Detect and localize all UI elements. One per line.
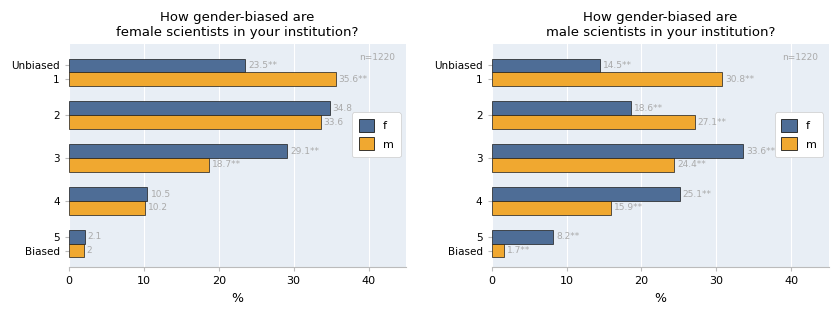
Text: 18.6**: 18.6** [634,104,663,113]
Bar [491,58,601,72]
Text: 10.5: 10.5 [150,190,171,198]
Bar [69,101,329,115]
Text: n=1220: n=1220 [782,53,817,62]
Title: How gender-biased are
male scientists in your institution?: How gender-biased are male scientists in… [545,11,775,39]
Bar [69,187,148,201]
X-axis label: %: % [232,292,244,305]
Text: 35.6**: 35.6** [339,75,368,84]
Text: 33.6: 33.6 [323,118,344,126]
Bar [491,144,743,158]
Text: 2: 2 [87,246,92,255]
Bar [491,115,695,129]
Text: 15.9**: 15.9** [614,203,643,212]
Bar [69,230,85,244]
Bar [69,244,84,258]
Bar [491,244,504,258]
Text: 8.2**: 8.2** [556,232,580,241]
Bar [69,58,245,72]
Bar [491,230,553,244]
Text: 34.8: 34.8 [333,104,353,113]
Bar [491,158,675,172]
Text: 24.4**: 24.4** [677,161,706,169]
Text: 33.6**: 33.6** [747,147,775,156]
Bar [69,72,336,86]
Text: 1.7**: 1.7** [507,246,531,255]
Text: 29.1**: 29.1** [290,147,319,156]
Text: 18.7**: 18.7** [212,161,241,169]
Bar [69,144,287,158]
Bar [69,115,321,129]
Text: 14.5**: 14.5** [603,61,633,70]
Text: 10.2: 10.2 [148,203,168,212]
Bar [491,72,722,86]
X-axis label: %: % [654,292,666,305]
Text: 25.1**: 25.1** [683,190,711,198]
Legend: f, m: f, m [774,112,823,157]
Bar [491,201,611,215]
Bar [69,158,209,172]
Title: How gender-biased are
female scientists in your institution?: How gender-biased are female scientists … [116,11,359,39]
Text: 30.8**: 30.8** [726,75,754,84]
Bar [69,201,145,215]
Text: 23.5**: 23.5** [248,61,277,70]
Bar [491,101,631,115]
Legend: f, m: f, m [352,112,401,157]
Text: 2.1: 2.1 [87,232,102,241]
Bar [491,187,680,201]
Text: n=1220: n=1220 [359,53,395,62]
Text: 27.1**: 27.1** [698,118,727,126]
